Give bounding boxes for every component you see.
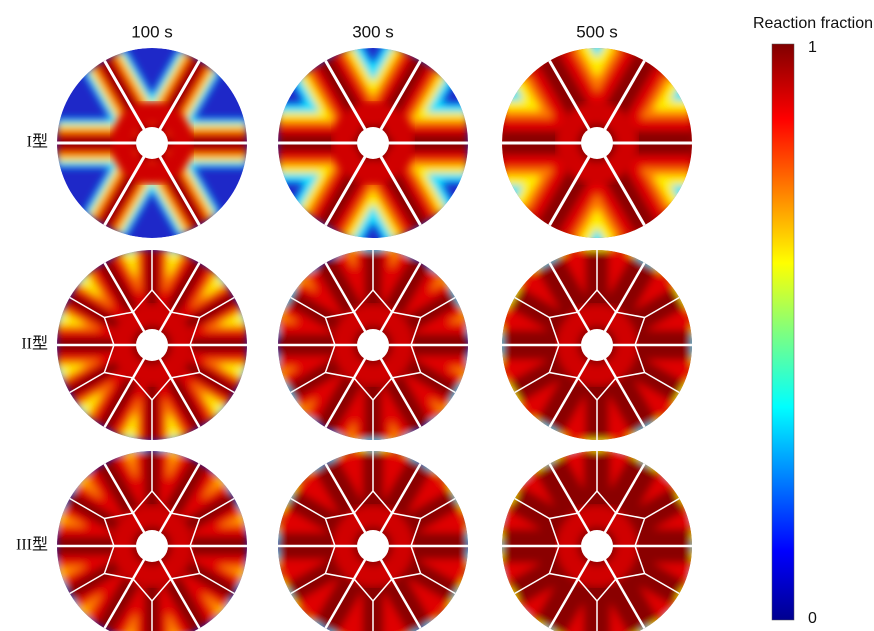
hole [357,329,389,361]
slot [644,497,680,520]
slot [290,296,326,319]
slot [103,545,134,580]
slot [514,497,550,520]
hole [136,329,168,361]
hole [136,127,168,159]
slot [103,512,134,547]
slot [199,497,235,520]
hole [357,127,389,159]
row-label: III型 [16,536,48,554]
colorbar [771,43,795,621]
slot [514,572,550,595]
slot [420,572,456,595]
hole [581,329,613,361]
slot [199,371,235,394]
slot [290,572,326,595]
slot [290,497,326,520]
slot [644,371,680,394]
slot [199,572,235,595]
row-label: I型 [27,133,48,151]
slot [644,296,680,319]
slot [514,296,550,319]
slot [69,371,105,394]
hole [136,530,168,562]
slot [69,572,105,595]
hole [357,530,389,562]
slot [644,572,680,595]
slot [420,497,456,520]
slot [103,344,134,379]
colorbar-tick-label: 1 [808,39,817,56]
disc-grid [57,48,692,631]
slot [420,296,456,319]
colorbar-title: Reaction fraction [753,15,873,32]
slot [103,311,134,346]
column-header: 500 s [576,22,618,41]
slot [199,296,235,319]
row-label: II型 [21,335,48,353]
slot [290,371,326,394]
slot [420,371,456,394]
slot [514,371,550,394]
slot [69,296,105,319]
slot [69,497,105,520]
column-header: 300 s [352,22,394,41]
hole [581,530,613,562]
hole [581,127,613,159]
column-header: 100 s [131,22,173,41]
colorbar-tick-label: 0 [808,610,817,627]
